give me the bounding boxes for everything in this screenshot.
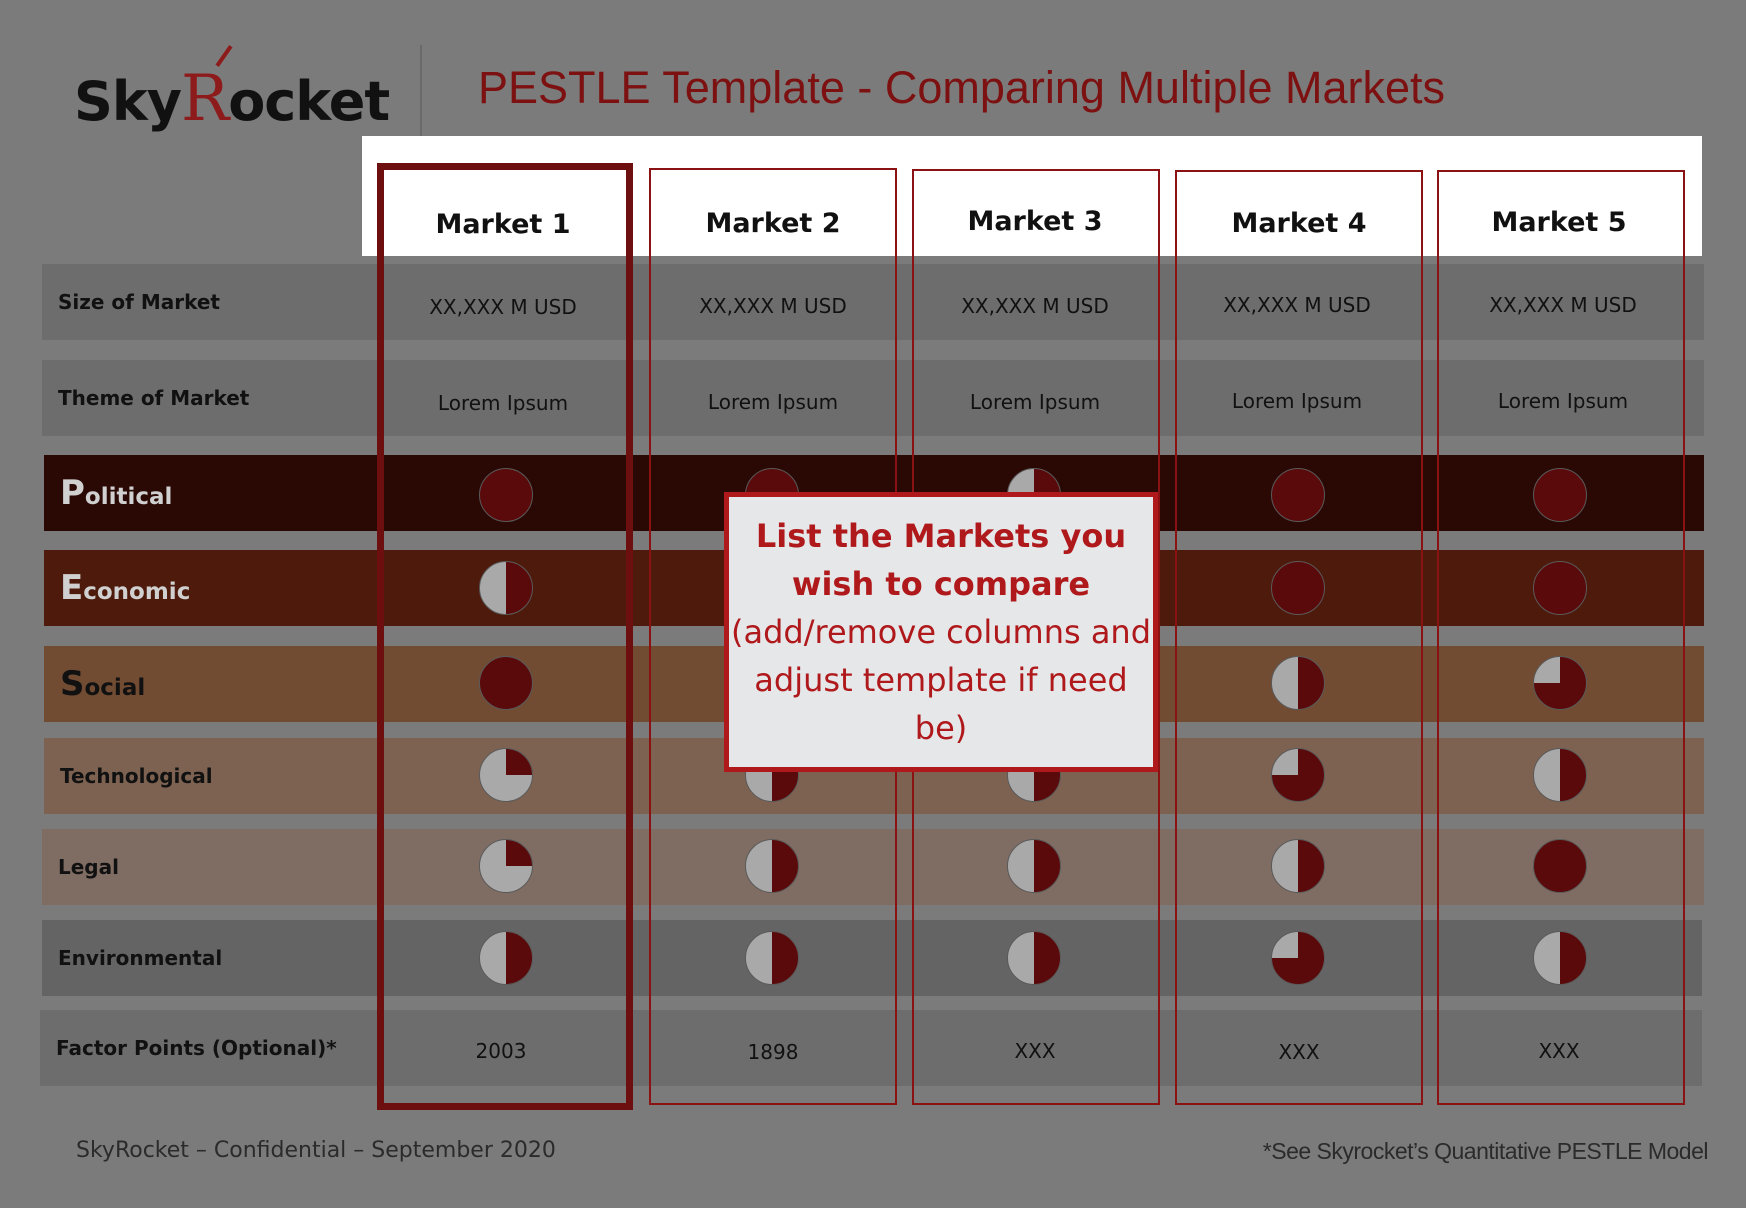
harvey-ball-icon [745, 839, 799, 893]
market-header: Market 2 [705, 208, 841, 239]
harvey-ball-icon [479, 748, 533, 802]
market-header-band [362, 136, 1702, 256]
row-factor-points: Factor Points (Optional)* [40, 1010, 1702, 1086]
harvey-ball-icon [1533, 931, 1587, 985]
harvey-ball-icon [1271, 931, 1325, 985]
market-header: Market 5 [1491, 207, 1627, 238]
row-label: Economic [60, 568, 191, 608]
market-column-1 [377, 163, 633, 1110]
harvey-ball-icon [1271, 656, 1325, 710]
skyrocket-logo: SkyRocket [74, 40, 390, 140]
row-label: Technological [60, 764, 213, 788]
theme-value: Lorem Ipsum [1231, 389, 1363, 413]
row-legal: Legal [42, 829, 1704, 905]
harvey-ball-icon [745, 931, 799, 985]
logo-text-ocket: ocket [228, 70, 390, 133]
market-column-4 [1175, 170, 1423, 1105]
instruction-callout: List the Markets you wish to compare (ad… [724, 492, 1158, 772]
theme-value: Lorem Ipsum [707, 390, 839, 414]
harvey-ball-icon [1271, 561, 1325, 615]
factor-points-value: XXX [1278, 1040, 1320, 1064]
row-size-of-market: Size of Market [42, 264, 1704, 340]
theme-value: Lorem Ipsum [437, 391, 569, 415]
page-title: PESTLE Template - Comparing Multiple Mar… [478, 62, 1446, 113]
harvey-ball-icon [479, 468, 533, 522]
row-label: Size of Market [58, 290, 220, 314]
harvey-ball-icon [1533, 839, 1587, 893]
harvey-ball-icon [1007, 839, 1061, 893]
row-label: Social [60, 664, 146, 704]
size-value: XX,XXX M USD [1223, 293, 1371, 317]
row-environmental: Environmental [42, 920, 1702, 996]
size-value: XX,XXX M USD [699, 294, 847, 318]
harvey-ball-icon [1533, 468, 1587, 522]
harvey-ball-icon [1271, 839, 1325, 893]
harvey-ball-icon [479, 839, 533, 893]
harvey-ball-icon [1533, 561, 1587, 615]
harvey-ball-icon [1533, 656, 1587, 710]
row-label: Theme of Market [58, 386, 250, 410]
theme-value: Lorem Ipsum [1497, 389, 1629, 413]
market-header: Market 3 [967, 206, 1103, 237]
theme-value: Lorem Ipsum [969, 390, 1101, 414]
callout-title: List the Markets you wish to compare [755, 517, 1127, 603]
logo-text-r: R [181, 62, 229, 136]
callout-body: (add/remove columns and adjust template … [730, 613, 1152, 747]
size-value: XX,XXX M USD [1489, 293, 1637, 317]
row-label: Factor Points (Optional)* [56, 1036, 337, 1060]
footer-confidential: SkyRocket – Confidential – September 202… [76, 1138, 556, 1163]
logo-text-sky: Sky [74, 70, 182, 133]
harvey-ball-icon [479, 931, 533, 985]
harvey-ball-icon [1271, 468, 1325, 522]
row-label: Environmental [58, 946, 223, 970]
harvey-ball-icon [479, 656, 533, 710]
harvey-ball-icon [1533, 748, 1587, 802]
factor-points-value: XXX [1538, 1039, 1580, 1063]
footer-note: *See Skyrocket’s Quantitative PESTLE Mod… [1262, 1138, 1709, 1164]
harvey-ball-icon [1007, 931, 1061, 985]
harvey-ball-icon [479, 561, 533, 615]
row-theme-of-market: Theme of Market [42, 360, 1704, 436]
market-header: Market 1 [435, 209, 571, 240]
factor-points-value: 1898 [747, 1040, 799, 1064]
header-divider [420, 45, 422, 137]
factor-points-value: XXX [1014, 1039, 1056, 1063]
row-label: Political [60, 473, 173, 513]
size-value: XX,XXX M USD [429, 295, 577, 319]
market-column-5 [1437, 170, 1685, 1105]
size-value: XX,XXX M USD [961, 294, 1109, 318]
row-label: Legal [58, 855, 119, 879]
factor-points-value: 2003 [475, 1039, 527, 1063]
market-header: Market 4 [1231, 208, 1367, 239]
harvey-ball-icon [1271, 748, 1325, 802]
